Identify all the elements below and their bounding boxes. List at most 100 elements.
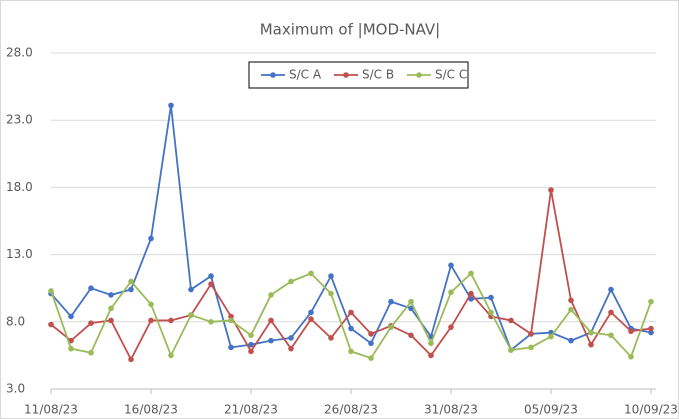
legend-box [248,61,469,89]
legend-marker [343,72,349,78]
y-tick-label: 23.0 [6,113,33,127]
point [268,337,274,344]
point [408,305,414,312]
point [568,337,574,344]
point [268,292,274,298]
point [628,353,634,360]
point [448,289,454,296]
point [48,288,54,294]
legend-label: S/C C [435,68,467,82]
point [328,290,334,297]
y-tick-label: 28.0 [6,46,33,60]
point [428,340,434,347]
point [588,329,594,336]
point [108,305,114,312]
point [408,332,414,339]
point [88,285,94,292]
x-tick-label: 16/08/23 [124,403,178,417]
x-tick-label: 31/08/23 [424,403,478,417]
point [248,332,254,339]
point [548,187,554,193]
point [308,309,314,316]
point [208,281,214,287]
legend-marker [270,72,276,78]
point [448,324,454,330]
point [648,298,654,305]
legend-label: S/C B [362,68,394,82]
point [428,352,434,359]
point [188,286,194,293]
point [128,278,134,285]
legend: S/C A S/C B S/C C [248,61,469,89]
point [228,317,234,324]
point [368,340,374,347]
point [508,317,514,324]
x-tick-label: 11/08/23 [24,403,78,417]
point [188,312,194,318]
legend-marker [416,72,422,78]
point [568,297,574,304]
point [88,320,94,326]
point [608,309,614,316]
x-tick-label: 21/08/23 [224,403,278,417]
point [628,328,634,335]
point [108,317,114,324]
point [488,309,494,316]
x-tick-label: 05/09/23 [524,403,578,417]
point [648,329,654,336]
point [348,348,354,355]
point [348,325,354,332]
point [588,341,594,348]
point [308,270,314,277]
point [368,355,374,361]
point [248,341,254,348]
point [388,324,394,330]
point [68,345,74,352]
point [328,335,334,341]
x-tick-label: 26/08/23 [324,403,378,417]
point [488,294,494,301]
point [148,317,154,324]
y-tick-label: 8.0 [6,314,25,328]
point [348,309,354,316]
point [508,347,514,353]
point [48,321,54,328]
y-tick-label: 3.0 [6,382,25,396]
point [468,270,474,277]
point [408,298,414,305]
point [608,332,614,339]
point [228,344,234,351]
point [148,301,154,308]
point [528,344,534,351]
point [288,345,294,352]
y-tick-label: 18.0 [6,180,33,194]
point [328,273,334,279]
point [208,319,214,325]
point [528,331,534,337]
point [168,102,174,109]
point [128,356,134,363]
point [268,317,274,324]
point [608,286,614,293]
point [228,313,234,320]
point [448,262,454,269]
point [168,352,174,359]
point [148,235,154,242]
point [548,333,554,340]
point [108,292,114,298]
point [288,335,294,341]
y-tick-label: 13.0 [6,247,33,261]
point [388,298,394,305]
legend-label: S/C A [289,68,322,82]
point [68,313,74,320]
x-tick-label: 10/09/23 [624,403,678,417]
point [168,317,174,324]
point [208,273,214,279]
point [88,349,94,356]
point [568,306,574,313]
point [468,290,474,297]
point [368,331,374,337]
point [648,325,654,332]
point [128,286,134,293]
